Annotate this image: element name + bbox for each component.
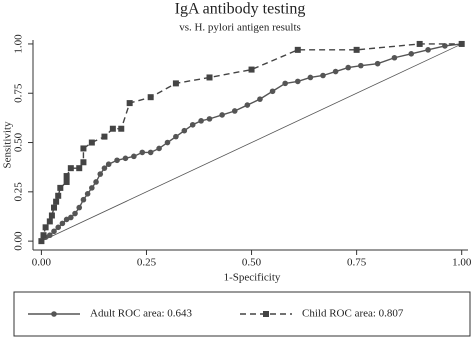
data-point (55, 192, 62, 199)
data-point (307, 74, 314, 81)
data-point (147, 94, 154, 101)
data-point (63, 173, 70, 180)
data-point (358, 62, 364, 69)
data-point (206, 74, 213, 81)
data-point (46, 218, 53, 225)
data-point (198, 118, 204, 124)
data-point (156, 145, 162, 152)
data-point (164, 139, 171, 146)
data-point (172, 80, 179, 87)
data-point (53, 198, 60, 205)
data-point (105, 161, 112, 168)
data-point (416, 40, 423, 47)
data-point (68, 214, 74, 221)
data-point (101, 133, 108, 140)
data-point (131, 153, 137, 160)
data-point (88, 139, 95, 146)
data-point (269, 88, 276, 95)
reference-line (41, 43, 462, 242)
series-line (40, 43, 462, 242)
data-point (80, 196, 87, 203)
chart-subtitle: vs. H. pylori antigen results (179, 22, 301, 34)
data-point (219, 112, 225, 118)
y-tick-label: 1.00 (13, 34, 25, 54)
data-point (40, 232, 47, 239)
data-point (118, 125, 125, 132)
data-point (89, 185, 95, 191)
data-point (63, 178, 70, 185)
data-point (59, 220, 66, 227)
data-point (76, 204, 83, 211)
data-point (55, 224, 62, 231)
data-point (76, 165, 83, 172)
x-tick-label: 1.00 (452, 257, 472, 269)
data-point (391, 54, 398, 61)
data-point (80, 159, 87, 166)
legend-label: Child ROC area: 0.807 (302, 308, 404, 320)
data-point (80, 145, 87, 152)
data-point (147, 149, 154, 156)
data-point (47, 232, 53, 239)
data-point (408, 51, 415, 57)
data-point (51, 204, 58, 211)
x-tick-label: 0.50 (242, 257, 262, 269)
data-point (206, 116, 213, 122)
y-tick-label: 0.50 (13, 132, 25, 152)
y-tick-label: 0.25 (13, 182, 25, 202)
data-point (42, 224, 49, 231)
x-tick-label: 0.00 (32, 257, 52, 269)
data-point (294, 78, 301, 85)
data-point (101, 165, 108, 171)
data-point (189, 121, 196, 128)
data-point (51, 228, 57, 235)
data-point (458, 40, 465, 47)
data-point (114, 157, 120, 164)
data-point (97, 171, 104, 177)
data-point (294, 46, 301, 53)
data-point (48, 212, 55, 219)
data-point (231, 108, 238, 114)
data-point (181, 127, 188, 134)
legend-box (13, 291, 471, 337)
data-point (353, 46, 360, 53)
data-point (67, 165, 74, 172)
legend-marker (51, 311, 57, 317)
data-point (244, 102, 251, 108)
data-point (173, 133, 179, 140)
y-axis-label: Sensitivity (2, 121, 14, 169)
data-point (248, 66, 255, 73)
data-point (282, 80, 288, 87)
data-point (425, 47, 431, 53)
data-point (72, 210, 78, 217)
data-point (345, 64, 352, 71)
data-point (332, 68, 339, 75)
x-axis-label: 1-Specificity (224, 272, 281, 284)
data-point (84, 191, 91, 197)
x-tick-label: 0.75 (347, 257, 367, 269)
data-point (57, 184, 64, 191)
data-point (257, 96, 263, 102)
data-point (63, 216, 70, 223)
y-tick-label: 0.75 (13, 83, 25, 103)
data-point (126, 100, 133, 107)
data-point (122, 155, 129, 162)
legend-marker (263, 311, 269, 317)
x-tick-label: 0.25 (137, 257, 157, 269)
data-point (109, 125, 116, 132)
data-point (374, 60, 381, 67)
data-point (139, 149, 146, 156)
data-point (320, 72, 326, 79)
data-point (93, 179, 99, 185)
chart-title: IgA antibody testing (175, 1, 306, 18)
legend-label: Adult ROC area: 0.643 (90, 308, 193, 320)
data-point (38, 238, 45, 245)
y-tick-label: 0.00 (13, 231, 25, 251)
